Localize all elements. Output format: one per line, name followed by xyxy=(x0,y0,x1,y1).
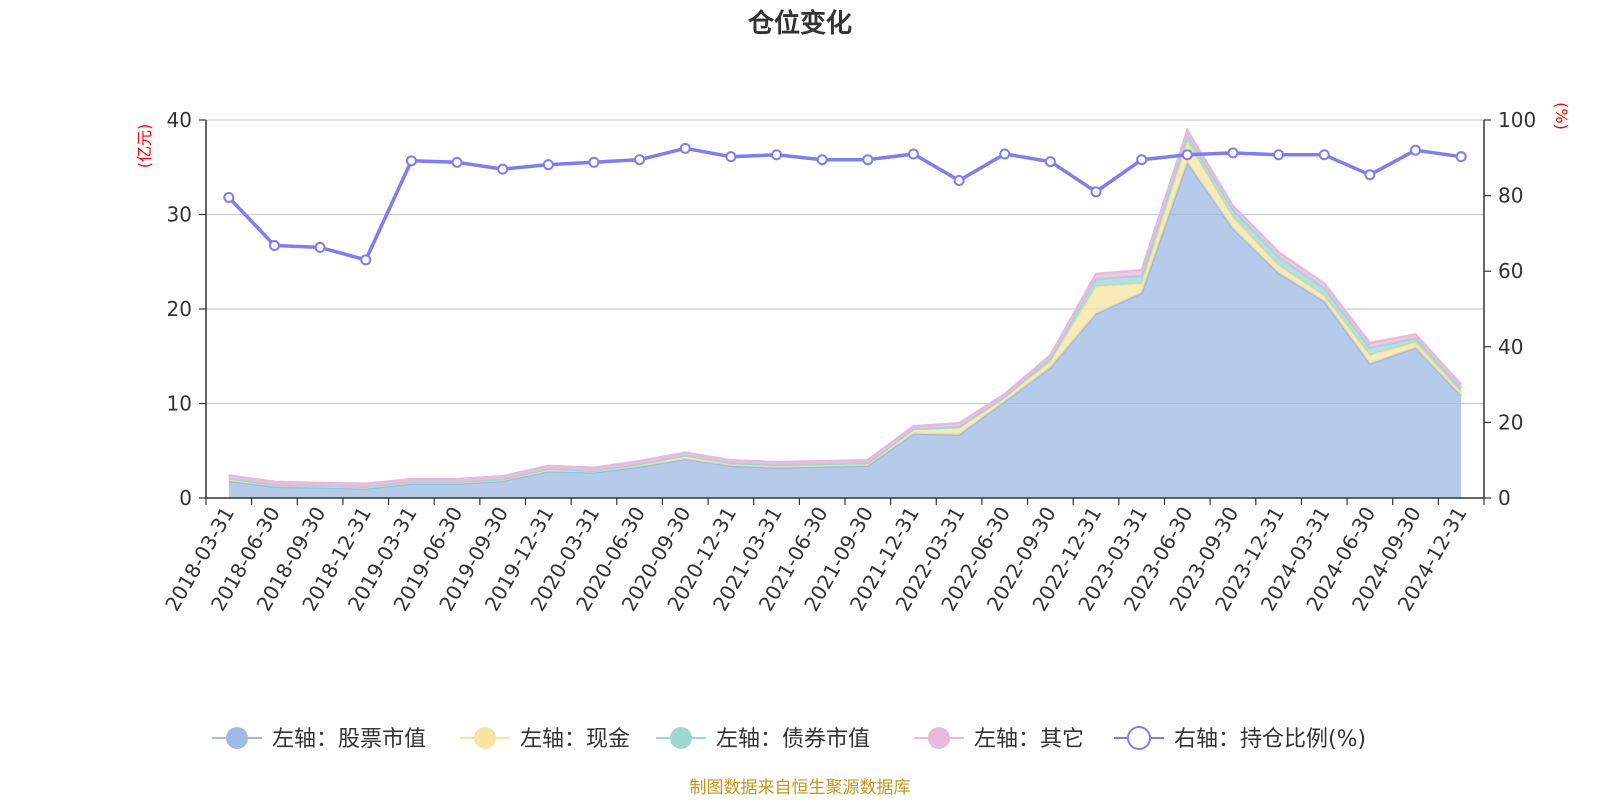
ratio-point xyxy=(451,156,463,168)
area-左轴：股票市值 xyxy=(228,162,1462,498)
ratio-point xyxy=(1227,147,1239,159)
ratio-point xyxy=(999,148,1011,160)
ratio-point xyxy=(953,174,965,186)
legend-label: 左轴：股票市值 xyxy=(272,727,426,752)
right-tick-label: 60 xyxy=(1498,259,1523,283)
ratio-point xyxy=(542,159,554,171)
ratio-point xyxy=(497,163,509,175)
right-tick-label: 100 xyxy=(1498,108,1536,132)
ratio-point xyxy=(1410,144,1422,156)
ratio-point xyxy=(816,154,828,166)
legend-item: 左轴：债券市值 xyxy=(656,727,870,752)
right-tick-label: 20 xyxy=(1498,410,1523,434)
left-tick-label: 20 xyxy=(167,297,192,321)
area-edge-左轴：其它 xyxy=(228,127,1463,486)
ratio-point xyxy=(405,155,417,167)
ratio-point xyxy=(1181,149,1193,161)
left-axis-unit: (亿元) xyxy=(135,124,154,169)
legend-marker xyxy=(928,727,950,749)
legend-label: 左轴：其它 xyxy=(974,727,1084,752)
ratio-line-path xyxy=(227,146,1462,262)
legend: 左轴：股票市值 左轴：现金 左轴：债券市值 左轴：其它 右轴：持仓比例(%) xyxy=(212,726,1366,752)
ratio-point xyxy=(1318,149,1330,161)
ratio-point xyxy=(588,156,600,168)
ratio-point xyxy=(314,241,326,253)
ratio-point xyxy=(771,149,783,161)
ratio-point xyxy=(1364,169,1376,181)
legend-item: 左轴：现金 xyxy=(460,727,630,752)
legend-marker xyxy=(474,727,496,749)
ratio-point xyxy=(268,239,280,251)
ratio-point xyxy=(1455,151,1467,163)
ratio-line xyxy=(223,142,1467,266)
legend-label: 右轴：持仓比例(%) xyxy=(1174,727,1366,752)
stacked-areas xyxy=(228,127,1463,498)
legend-item: 左轴：股票市值 xyxy=(212,727,426,752)
right-tick-label: 80 xyxy=(1498,184,1523,208)
legend-label: 左轴：现金 xyxy=(520,727,630,752)
ratio-point xyxy=(1136,154,1148,166)
ratio-point xyxy=(862,154,874,166)
legend-label: 左轴：债券市值 xyxy=(716,727,870,752)
ratio-point xyxy=(360,254,372,266)
legend-item: 左轴：其它 xyxy=(914,727,1084,752)
ratio-point xyxy=(223,191,235,203)
legend-item: 右轴：持仓比例(%) xyxy=(1114,726,1366,752)
right-tick-label: 40 xyxy=(1498,335,1523,359)
ratio-point xyxy=(725,151,737,163)
ratio-point xyxy=(1273,149,1285,161)
legend-marker xyxy=(670,727,692,749)
left-tick-label: 40 xyxy=(167,108,192,132)
legend-marker xyxy=(1127,726,1151,750)
chart-title: 仓位变化 xyxy=(747,8,852,39)
source-note: 制图数据来自恒生聚源数据库 xyxy=(690,778,911,798)
left-tick-label: 10 xyxy=(167,392,192,416)
ratio-point xyxy=(907,148,919,160)
right-tick-label: 0 xyxy=(1498,486,1511,510)
ratio-point xyxy=(1044,156,1056,168)
left-tick-label: 0 xyxy=(179,486,192,510)
ratio-point xyxy=(634,154,646,166)
ratio-point xyxy=(1090,186,1102,198)
legend-marker xyxy=(226,727,248,749)
right-axis-unit: (%) xyxy=(1552,102,1571,130)
left-tick-label: 30 xyxy=(167,203,192,227)
ratio-point xyxy=(679,142,691,154)
